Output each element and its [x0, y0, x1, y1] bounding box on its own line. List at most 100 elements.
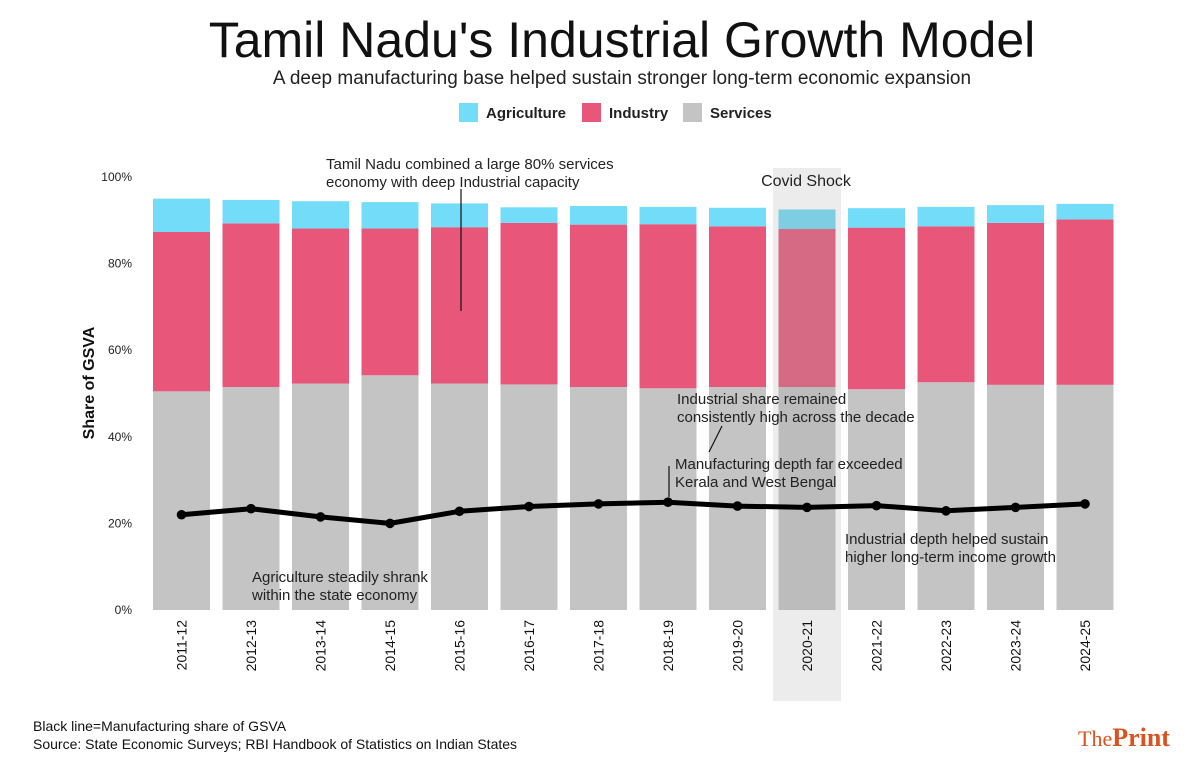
legend-swatch-services — [683, 103, 702, 122]
bar-industry-2022-23 — [917, 226, 975, 383]
bar-agriculture-2021-22 — [848, 208, 905, 228]
bar-industry-2014-15 — [361, 228, 419, 376]
bar-group-2024-25 — [1056, 203, 1114, 610]
bar-agriculture-2017-18 — [570, 206, 627, 225]
line-point-2024-25 — [1080, 499, 1090, 509]
bar-services-2016-17 — [500, 384, 558, 610]
ann-industrial-share-leader — [708, 425, 723, 453]
bar-group-2020-21 — [778, 209, 836, 610]
bar-agriculture-2019-20 — [709, 207, 766, 227]
x-tick-label: 2021-22 — [869, 620, 885, 672]
ann-agriculture: Agriculture steadily shrank within the st… — [251, 569, 428, 604]
x-tick-label: 2024-25 — [1077, 620, 1093, 672]
line-point-2015-16 — [454, 506, 465, 517]
brand-print: Print — [1112, 723, 1170, 752]
bar-group-2016-17 — [500, 207, 558, 610]
line-point-2023-24 — [1010, 502, 1021, 513]
bar-group-2019-20 — [709, 207, 766, 610]
line-point-2020-21 — [802, 502, 812, 513]
x-tick-label: 2015-16 — [452, 620, 468, 672]
x-tick-label: 2020-21 — [799, 620, 815, 672]
bar-group-2015-16 — [431, 203, 488, 610]
y-tick-label: 0% — [115, 603, 133, 617]
line-point-2022-23 — [941, 506, 951, 516]
bar-agriculture-2011-12 — [153, 198, 210, 232]
brand-logo: ThePrint — [1078, 723, 1170, 752]
bar-agriculture-2020-21 — [778, 209, 836, 229]
ann-industrial-share-text: Industrial share remained consistently hi… — [677, 391, 915, 426]
line-point-2013-14 — [315, 512, 326, 522]
source-note: Source: State Economic Surveys; RBI Hand… — [33, 736, 517, 752]
line-point-2011-12 — [176, 509, 187, 520]
bar-services-2014-15 — [361, 375, 419, 610]
chart-title: Tamil Nadu's Industrial Growth Model — [209, 12, 1036, 68]
bar-group-2012-13 — [222, 199, 280, 610]
bar-industry-2011-12 — [153, 231, 210, 392]
ann-services-text: Tamil Nadu combined a large 80% services… — [326, 156, 614, 191]
bar-services-2013-14 — [292, 383, 349, 610]
footnote: Black line=Manufacturing share of GSVA — [33, 718, 287, 734]
bar-group-2017-18 — [570, 206, 627, 610]
legend-swatch-industry — [582, 103, 601, 122]
bar-services-2021-22 — [848, 389, 905, 610]
y-axis: 0% 20% 40% 60% 80% 100% — [101, 170, 132, 617]
ann-services: Tamil Nadu combined a large 80% services… — [326, 156, 614, 311]
ann-income-line: higher long-term income growth — [845, 549, 1056, 566]
bar-industry-2023-24 — [987, 222, 1044, 385]
x-tick-label: 2017-18 — [591, 620, 607, 672]
y-axis-label: Share of GSVA — [81, 326, 98, 439]
legend-label-agriculture: Agriculture — [486, 105, 566, 122]
bar-industry-2012-13 — [222, 223, 280, 388]
bar-industry-2016-17 — [500, 222, 558, 385]
x-tick-label: 2013-14 — [313, 620, 329, 672]
x-tick-label: 2019-20 — [730, 620, 746, 672]
bar-industry-2020-21 — [778, 228, 836, 388]
ann-industrial-share: Industrial share remained consistently hi… — [677, 391, 915, 453]
y-tick-label: 40% — [108, 430, 132, 444]
x-axis: 2011-12 2012-13 2013-14 2014-15 2015-16 2016-… — [174, 620, 1094, 672]
bar-services-2022-23 — [917, 382, 975, 610]
bar-services-2011-12 — [153, 391, 210, 610]
bar-industry-2024-25 — [1056, 219, 1114, 385]
annotations: Tamil Nadu combined a large 80% services… — [251, 156, 1056, 604]
ann-manufacturing: Manufacturing depth far exceeded Kerala a… — [668, 456, 903, 497]
legend-label-industry: Industry — [609, 105, 669, 122]
bar-industry-2013-14 — [292, 228, 349, 384]
ann-income-line: Industrial depth helped sustain — [845, 531, 1048, 548]
bar-agriculture-2023-24 — [987, 205, 1044, 223]
bar-industry-2021-22 — [848, 227, 905, 390]
bar-services-2017-18 — [570, 387, 627, 610]
bar-services-2012-13 — [222, 387, 280, 610]
chart-subtitle: A deep manufacturing base helped sustain… — [273, 68, 971, 89]
line-point-2017-18 — [593, 499, 604, 509]
brand-the: The — [1078, 726, 1112, 751]
bar-industry-2017-18 — [570, 224, 627, 388]
manufacturing-share-line — [179, 499, 1088, 526]
bar-agriculture-2014-15 — [361, 202, 419, 229]
x-tick-label: 2023-24 — [1008, 620, 1024, 672]
x-tick-label: 2018-19 — [660, 620, 676, 672]
ann-income-text: Industrial depth helped sustain higher lo… — [845, 531, 1056, 566]
ann-manufacturing-line: Manufacturing depth far exceeded — [675, 456, 903, 473]
y-tick-label: 100% — [101, 170, 132, 184]
ann-agriculture-text: Agriculture steadily shrank within the st… — [251, 569, 428, 604]
bar-agriculture-2016-17 — [500, 207, 558, 223]
bar-group-2014-15 — [361, 202, 419, 610]
legend-swatch-agriculture — [459, 103, 478, 122]
bar-industry-2015-16 — [431, 227, 488, 384]
bar-agriculture-2013-14 — [292, 201, 349, 229]
ann-industrial-share-line: consistently high across the decade — [677, 409, 915, 426]
legend-label-services: Services — [710, 105, 772, 122]
line-point-2018-19 — [663, 497, 673, 507]
ann-manufacturing-text: Manufacturing depth far exceeded Kerala a… — [675, 456, 903, 491]
x-tick-label: 2014-15 — [382, 620, 398, 672]
bar-group-2013-14 — [292, 201, 349, 610]
y-tick-label: 80% — [108, 257, 132, 271]
bars — [153, 198, 1114, 610]
line-point-2016-17 — [524, 501, 534, 512]
bar-services-2019-20 — [709, 387, 766, 610]
x-tick-label: 2016-17 — [521, 620, 537, 672]
line-point-2019-20 — [732, 501, 743, 511]
bar-agriculture-2012-13 — [222, 199, 280, 224]
